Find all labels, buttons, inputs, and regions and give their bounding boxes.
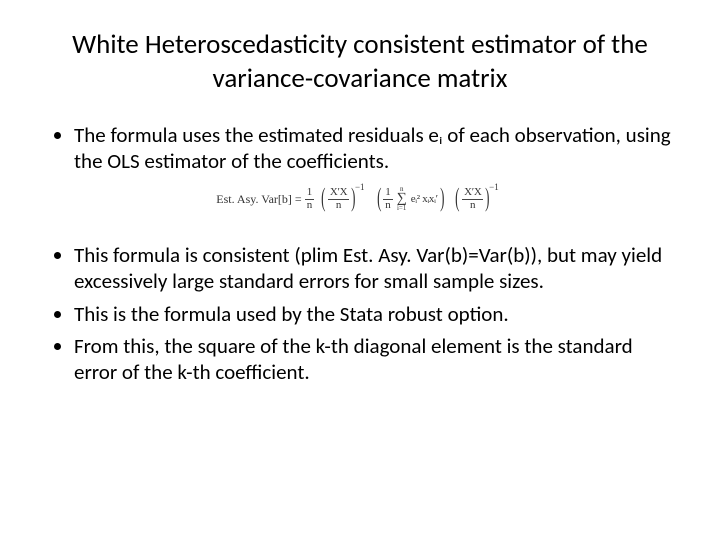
formula-lhs: Est. Asy. Var[b] = <box>216 192 301 207</box>
list-item: The formula uses the estimated residuals… <box>74 122 672 175</box>
list-item: From this, the square of the k-th diagon… <box>74 333 672 386</box>
sum-body: eᵢ² xᵢxᵢ′ <box>411 193 438 205</box>
list-item: This formula is consistent (plim Est. As… <box>74 242 672 295</box>
term2: ( 1 n n ∑ i=1 eᵢ² xᵢxᵢ′) <box>375 184 447 214</box>
slide-title: White Heteroscedasticity consistent esti… <box>48 28 672 96</box>
outer-factor: 1 n <box>305 187 315 211</box>
term1: ( X′X n )−1 <box>319 184 367 214</box>
slide-container: White Heteroscedasticity consistent esti… <box>0 0 720 540</box>
bullet-list-bottom: This formula is consistent (plim Est. As… <box>48 242 672 385</box>
formula: Est. Asy. Var[b] = 1 n ( X′X n )−1 ( 1 n… <box>216 184 503 214</box>
sum-symbol: n ∑ i=1 <box>397 186 407 213</box>
formula-block: Est. Asy. Var[b] = 1 n ( X′X n )−1 ( 1 n… <box>48 184 672 214</box>
bullet-list-top: The formula uses the estimated residuals… <box>48 122 672 175</box>
list-item: This is the formula used by the Stata ro… <box>74 301 672 327</box>
term3: ( X′X n )−1 <box>453 184 501 214</box>
